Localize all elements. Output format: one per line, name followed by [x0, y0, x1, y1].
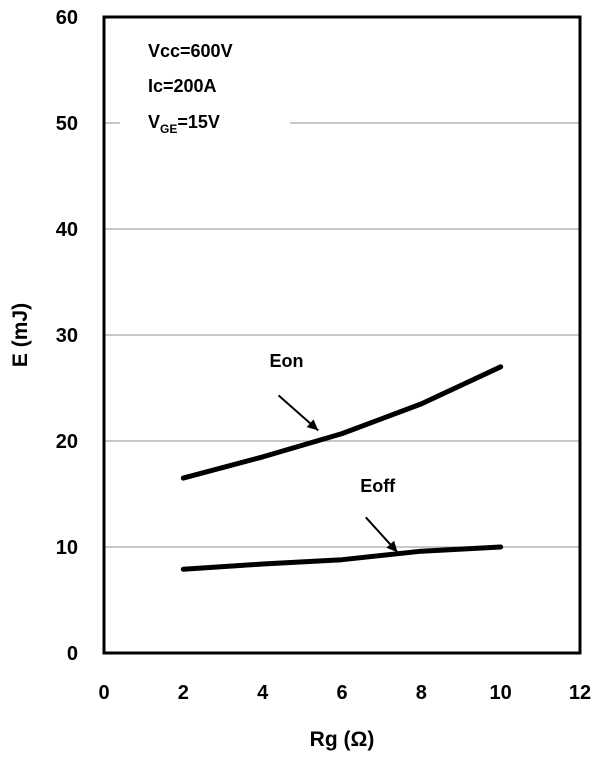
eon-arrow-head [306, 419, 319, 431]
x-tick-label-0: 0 [98, 682, 109, 704]
gridlines [104, 122, 580, 548]
y-tick-label-60: 60 [56, 7, 78, 29]
series-label-eoff: Eoff [360, 476, 396, 496]
annotation-background [120, 30, 290, 140]
series-label-eon: Eon [269, 351, 303, 371]
y-tick-label-20: 20 [56, 431, 78, 453]
y-tick-label-0: 0 [67, 643, 78, 665]
series-line-eoff [180, 544, 504, 572]
plot-area-frame [102, 15, 582, 655]
vge-prefix: V [148, 112, 160, 132]
y-axis-title: E (mJ) [9, 303, 32, 367]
series-line-eon [180, 364, 504, 481]
series-lines [180, 364, 504, 572]
vge-label: VGE=15V [148, 112, 220, 136]
x-tick-label-10: 10 [490, 682, 512, 704]
x-tick-label-2: 2 [178, 682, 189, 704]
conditions-annotation: Vcc=600V Ic=200A VGE=15V [120, 30, 290, 140]
vge-subscript: GE [160, 122, 177, 136]
x-tick-label-12: 12 [569, 682, 591, 704]
y-tick-label-50: 50 [56, 113, 78, 135]
x-tick-label-8: 8 [416, 682, 427, 704]
series-labels: Eon Eoff [269, 351, 399, 553]
x-tick-label-6: 6 [336, 682, 347, 704]
vge-value: =15V [177, 112, 220, 132]
vcc-label: Vcc=600V [148, 41, 233, 61]
y-tick-label-10: 10 [56, 537, 78, 559]
x-tick-label-4: 4 [257, 682, 269, 704]
eoff-arrow-head [386, 540, 398, 553]
y-tick-label-30: 30 [56, 325, 78, 347]
axis-ticks: 0 10 20 30 40 50 60 0 2 4 6 8 10 12 [56, 7, 591, 704]
x-axis-title: Rg (Ω) [310, 728, 375, 751]
y-tick-label-40: 40 [56, 219, 78, 241]
ic-label: Ic=200A [148, 76, 217, 96]
